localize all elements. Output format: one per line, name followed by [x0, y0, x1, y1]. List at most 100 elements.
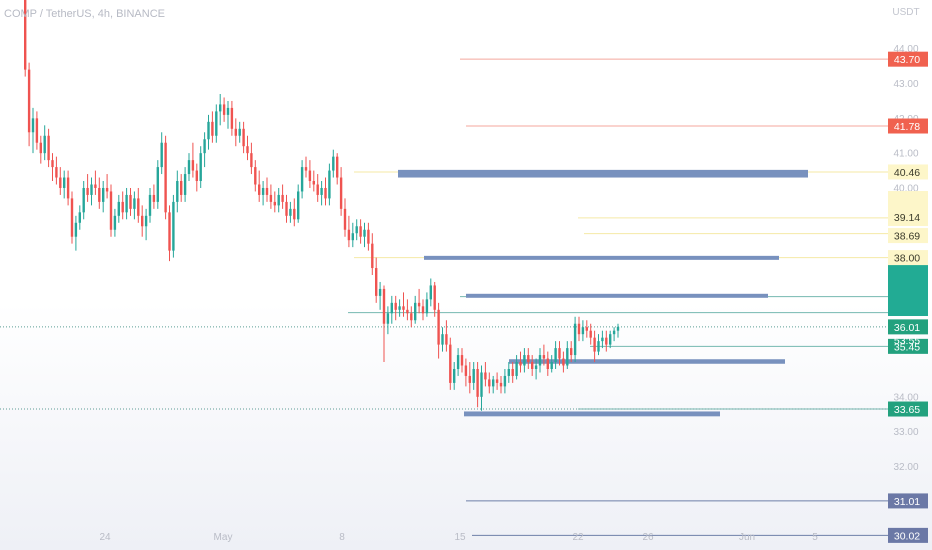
- candle-body: [265, 187, 269, 195]
- candle-body: [394, 302, 397, 310]
- candle-body: [523, 355, 526, 366]
- candle-body: [378, 288, 382, 296]
- candle-body: [417, 302, 421, 307]
- candle-body: [499, 382, 503, 387]
- price-tag-label: 40.46: [894, 167, 920, 179]
- candle-body: [456, 355, 460, 369]
- candle-body: [554, 348, 557, 363]
- candle-body: [129, 194, 132, 209]
- candle-body: [281, 194, 284, 202]
- candle-body: [207, 121, 210, 140]
- price-tag: [888, 118, 928, 134]
- zone-bar: [398, 169, 808, 178]
- price-tag: [888, 209, 928, 225]
- price-tags: 43.70 41.78 40.46 39.14 38.69 38.00 36.01 35.45…: [888, 51, 928, 543]
- candle-body: [144, 215, 148, 227]
- price-tag-label: 39.14: [894, 212, 920, 224]
- candle-body: [359, 226, 362, 237]
- candle-body: [254, 167, 257, 185]
- candle-body: [343, 208, 347, 230]
- candle-body: [429, 285, 432, 300]
- time-tick-label: May: [214, 532, 233, 543]
- price-tag-label: 38.00: [894, 253, 920, 265]
- price-tag-label: 33.65: [894, 404, 920, 416]
- candle-body: [125, 194, 128, 213]
- price-tag: [888, 493, 928, 509]
- candle-body: [437, 309, 440, 345]
- candle-body: [355, 226, 358, 234]
- candle-body: [109, 191, 113, 230]
- candle-body: [246, 146, 249, 154]
- candle-body: [507, 368, 510, 376]
- price-tick-label: 43.00: [893, 79, 918, 90]
- time-tick-label: Jun: [739, 532, 755, 543]
- candle-body: [94, 184, 97, 188]
- candle-body: [495, 379, 499, 383]
- candle-body: [581, 327, 585, 335]
- candle-body: [476, 368, 479, 397]
- candle-body: [421, 306, 425, 314]
- time-axis: 24 May 8 15 22 26 Jun 5: [99, 532, 818, 543]
- candle-body: [538, 355, 542, 366]
- candle-body: [488, 379, 491, 387]
- candle-body: [51, 160, 54, 168]
- candle-body: [176, 181, 179, 202]
- candle-body: [121, 201, 124, 213]
- stacked-tag-block: [888, 258, 928, 316]
- candle-body: [406, 309, 409, 314]
- candle-body: [308, 170, 312, 182]
- candle-body: [534, 365, 538, 369]
- candle-body: [285, 201, 288, 216]
- candle-body: [300, 167, 304, 192]
- candle-body: [332, 156, 335, 171]
- candle-body: [433, 285, 436, 310]
- candle-body: [531, 362, 534, 369]
- price-tag-label: 35.45: [894, 341, 920, 353]
- candle-body: [546, 358, 549, 369]
- price-tag-label: 43.70: [894, 54, 920, 66]
- candle-body: [390, 302, 393, 314]
- candle-body: [324, 187, 327, 199]
- candle-body: [382, 288, 386, 324]
- price-tag-label: 30.02: [894, 530, 920, 542]
- candle-body: [277, 194, 280, 206]
- price-tick-label: 34.00: [893, 392, 918, 403]
- candle-body: [63, 177, 66, 188]
- candle-body: [484, 372, 487, 380]
- price-tick-label: 41.00: [893, 149, 918, 160]
- price-tag: [888, 319, 928, 335]
- candle-body: [180, 181, 183, 195]
- candle-body: [616, 326, 620, 331]
- candle-body: [480, 372, 483, 397]
- candle-body: [410, 313, 413, 321]
- candle-body: [269, 194, 273, 202]
- price-tick-label: 44.00: [893, 44, 918, 55]
- countdown-label: 53:55: [894, 335, 920, 347]
- candle-body: [297, 191, 300, 220]
- candle-body: [250, 153, 253, 168]
- candle-body: [289, 208, 292, 216]
- price-tag-label: 41.78: [894, 121, 920, 133]
- candle-body: [187, 160, 191, 175]
- candle-body: [160, 142, 163, 168]
- candle-body: [211, 121, 214, 136]
- time-tick-label: 24: [99, 532, 111, 543]
- candle-body: [117, 201, 120, 216]
- candle-body: [460, 355, 464, 366]
- candle-body: [441, 334, 444, 345]
- candle-body: [515, 362, 518, 376]
- zone-bar: [424, 255, 779, 260]
- candle-body: [398, 306, 401, 310]
- candle-body: [203, 139, 206, 154]
- candle-body: [519, 362, 522, 366]
- candle-body: [550, 362, 553, 369]
- candle-body: [43, 135, 46, 154]
- candle-body: [222, 104, 226, 115]
- candle-body: [102, 187, 105, 202]
- candle-body: [133, 198, 136, 209]
- candle-body: [402, 306, 405, 310]
- candle-body: [558, 348, 561, 359]
- candle-body: [542, 355, 546, 359]
